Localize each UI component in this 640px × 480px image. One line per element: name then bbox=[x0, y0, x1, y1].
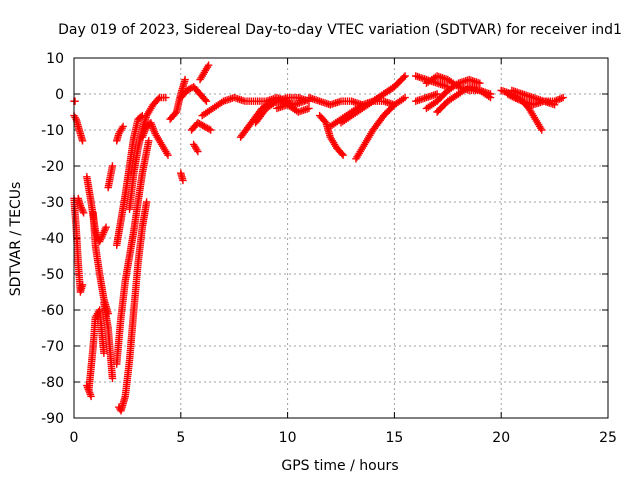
series-arc11 bbox=[113, 111, 147, 249]
plot-frame bbox=[73, 57, 609, 419]
series-arc32 bbox=[369, 83, 399, 105]
series-arc22 bbox=[189, 140, 202, 156]
data-point bbox=[305, 104, 313, 113]
data-point bbox=[78, 137, 87, 145]
series-arc02 bbox=[70, 111, 87, 145]
data-point bbox=[538, 126, 546, 134]
data-point bbox=[164, 151, 172, 159]
y-tick-label: -40 bbox=[41, 231, 64, 247]
y-tick-label: -20 bbox=[41, 159, 64, 175]
data-point bbox=[433, 90, 441, 98]
series-arc14 bbox=[115, 198, 151, 415]
series-arc21 bbox=[196, 61, 213, 84]
series-arc39 bbox=[503, 90, 546, 134]
series-arc40 bbox=[508, 86, 559, 109]
data-point bbox=[79, 209, 88, 217]
data-point bbox=[181, 75, 189, 84]
x-axis-label: GPS time / hours bbox=[281, 458, 398, 474]
series-arc37 bbox=[412, 90, 441, 105]
data-point bbox=[559, 93, 567, 102]
data-point bbox=[194, 147, 202, 156]
axis-ticks: 10 0 -10 -20 -30 -40 -50 -60 -70 -80 -90 0 5 10 15 20 25 bbox=[41, 51, 617, 446]
data-point bbox=[401, 93, 409, 102]
data-point bbox=[202, 97, 211, 105]
series-arc16 bbox=[138, 119, 172, 159]
chart-title: Day 019 of 2023, Sidereal Day-to-day VTE… bbox=[58, 22, 622, 38]
y-tick-label: -50 bbox=[41, 267, 64, 283]
series-arc10 bbox=[104, 162, 117, 192]
data-point bbox=[102, 223, 110, 231]
series-arc06 bbox=[89, 209, 112, 318]
series-arc09 bbox=[100, 299, 117, 383]
y-tick-label: -60 bbox=[41, 303, 64, 319]
series-arc01 bbox=[70, 97, 79, 105]
series-arc08 bbox=[83, 381, 95, 401]
data-point bbox=[486, 93, 495, 102]
grid-lines bbox=[74, 58, 608, 418]
y-tick-label: -10 bbox=[41, 123, 64, 139]
x-tick-label: 15 bbox=[385, 430, 403, 446]
y-tick-label: -30 bbox=[41, 195, 64, 211]
data-point bbox=[71, 97, 79, 105]
y-tick-label: -70 bbox=[41, 339, 64, 355]
data-points bbox=[70, 61, 567, 415]
series-arc25 bbox=[251, 93, 313, 127]
series-arc15 bbox=[125, 93, 170, 213]
y-axis-label: SDTVAR / TECUs bbox=[8, 182, 24, 297]
series-arc20 bbox=[187, 119, 215, 134]
data-point bbox=[145, 137, 153, 145]
series-arc05 bbox=[83, 173, 110, 246]
x-tick-label: 20 bbox=[492, 430, 510, 446]
x-tick-label: 10 bbox=[279, 430, 297, 446]
series-arc17 bbox=[166, 75, 189, 123]
y-tick-label: 0 bbox=[55, 87, 64, 103]
data-point bbox=[87, 392, 95, 401]
data-point bbox=[476, 79, 484, 87]
series-arc04 bbox=[74, 194, 88, 217]
y-tick-label: 10 bbox=[46, 51, 64, 67]
data-point bbox=[119, 122, 127, 131]
series-arc18 bbox=[177, 169, 187, 185]
data-point bbox=[550, 101, 559, 109]
series-arc19 bbox=[177, 83, 211, 105]
series-arc36 bbox=[433, 83, 495, 116]
series-arc12 bbox=[113, 122, 127, 145]
x-tick-label: 25 bbox=[599, 430, 617, 446]
y-tick-label: -90 bbox=[41, 411, 64, 427]
series-arc31 bbox=[352, 93, 409, 163]
series-arc35 bbox=[422, 75, 484, 113]
data-point bbox=[390, 83, 399, 91]
data-point bbox=[401, 72, 409, 80]
y-tick-label: -80 bbox=[41, 375, 64, 391]
x-tick-label: 0 bbox=[70, 430, 79, 446]
data-point bbox=[142, 198, 151, 206]
series-arc26 bbox=[273, 101, 313, 116]
data-point bbox=[179, 176, 187, 185]
x-tick-label: 5 bbox=[176, 430, 185, 446]
data-point bbox=[339, 151, 347, 159]
data-point bbox=[108, 374, 117, 383]
data-point bbox=[162, 93, 170, 102]
series-arc03 bbox=[70, 194, 87, 296]
series-arc13 bbox=[113, 137, 153, 368]
data-point bbox=[204, 61, 213, 69]
data-point bbox=[78, 281, 87, 289]
data-point bbox=[108, 162, 117, 170]
series-arc28 bbox=[315, 111, 347, 159]
data-point bbox=[207, 126, 215, 134]
data-point bbox=[100, 349, 108, 357]
